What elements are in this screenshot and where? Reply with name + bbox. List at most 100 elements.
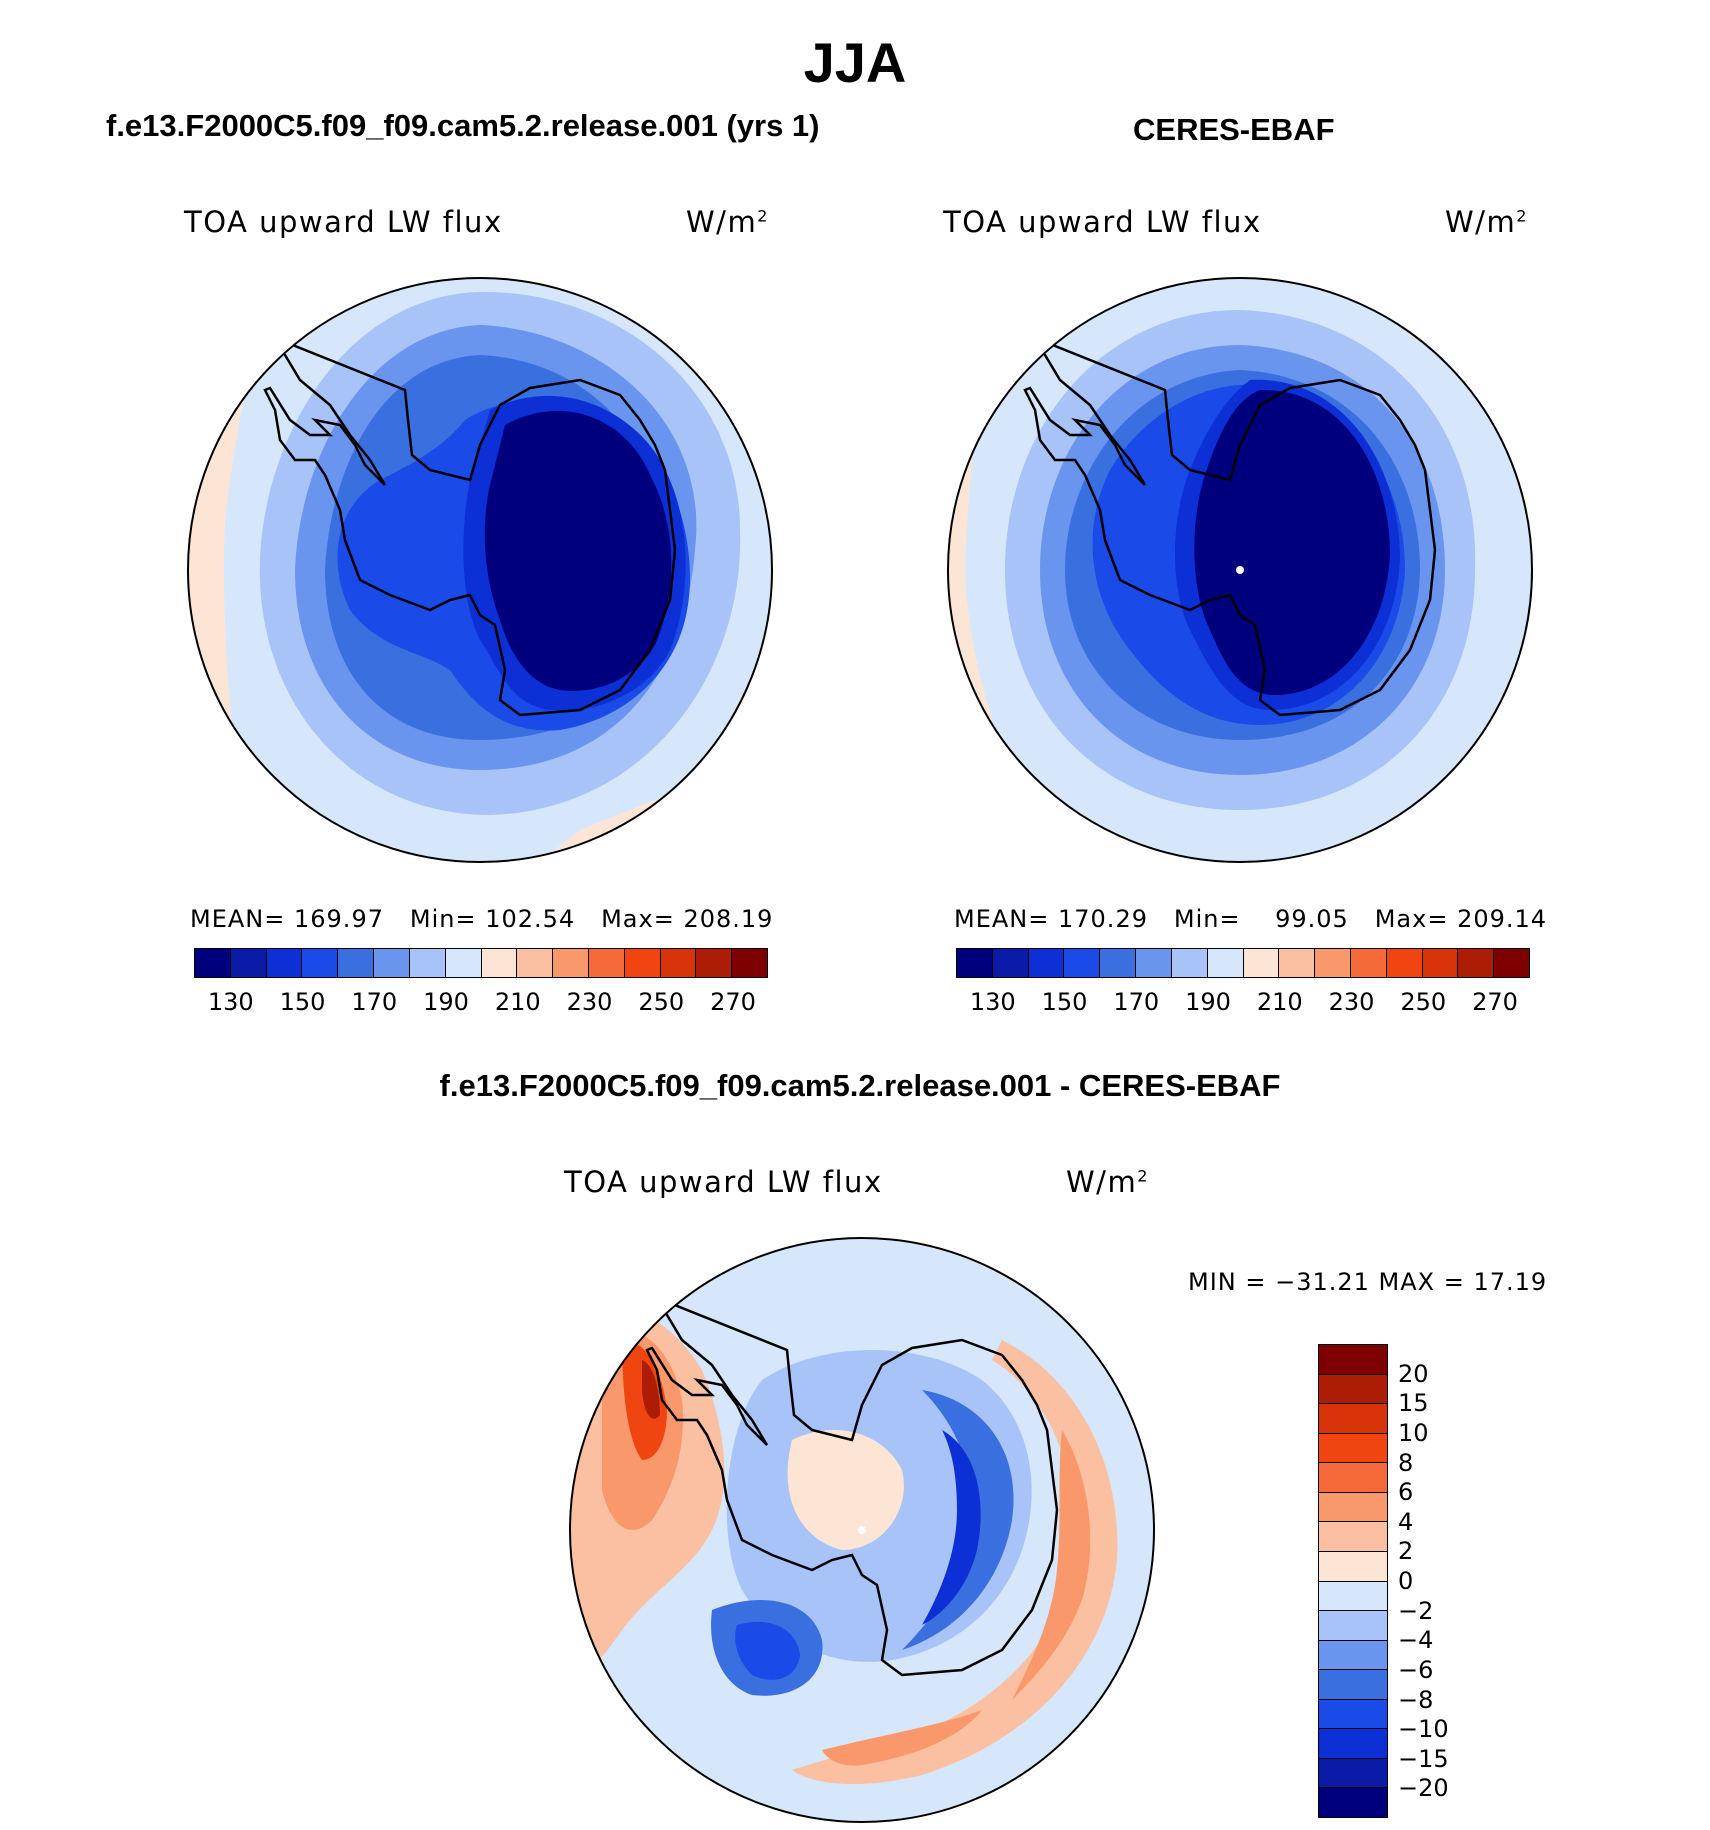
colorbar-swatch [1315,949,1351,977]
south-pole-marker [1236,566,1244,574]
colorbar-swatch [1319,1581,1387,1612]
diff-variable-label: TOA upward LW flux [564,1165,883,1199]
negative-anomaly-south-core [735,1621,800,1680]
colorbar-tick-label: −10 [1398,1715,1449,1744]
colorbar-swatch [481,949,518,977]
colorbar-swatch [338,949,375,977]
colorbar-swatch [1207,949,1244,977]
colorbar-tick-label: 270 [1472,988,1518,1016]
colorbar-tick-label: −15 [1398,1744,1449,1773]
south-pole-marker [858,1526,866,1534]
colorbar-tick-label: 20 [1398,1359,1429,1388]
colorbar-swatch [1458,949,1495,977]
colorbar-tick-label: 10 [1398,1418,1429,1447]
colorbar-tick-label: 230 [566,988,613,1016]
colorbar-tick-label: 230 [1328,988,1375,1016]
colorbar-swatch [1319,1345,1387,1375]
colorbar-swatch [195,949,231,977]
colorbar-swatch [1319,1699,1387,1730]
negative-anomaly-interior-max [922,1430,981,1625]
colorbar-tick-label: 190 [423,988,469,1016]
colorbar-tick-label: 2 [1398,1537,1414,1566]
colorbar-swatch [374,949,410,977]
colorbar-swatch [266,949,303,977]
colorbar-tick-label: 130 [969,988,1016,1016]
colorbar-tick-label: 0 [1398,1567,1414,1595]
colorbar-tick-label: 190 [1185,988,1231,1016]
panel1-units-label: W/m2 [686,205,769,239]
colorbar-swatch [732,949,767,977]
contour-band-130 [1194,389,1390,695]
diff-colorbar-ticks: 20 15 10 8 6 4 2 0 −2 −4 −6 −8 −10 −15 −20 [1398,1344,1518,1818]
colorbar-swatch [1422,949,1459,977]
colorbar-swatch [1319,1492,1387,1523]
panel2-polar-map [947,277,1533,863]
panel2-colorbar-ticks: 130 150 170 190 210 230 250 270 [956,988,1530,1018]
colorbar-swatch [992,949,1029,977]
antarctica-coastline [1023,338,1437,717]
colorbar-swatch [302,949,339,977]
antarctica-coastline [645,1298,1059,1677]
panel2-colorbar [956,948,1530,978]
panel1-polar-map [187,277,773,863]
colorbar-swatch [1386,949,1423,977]
colorbar-tick-label: 210 [1256,988,1303,1016]
colorbar-tick-label: 8 [1398,1448,1414,1477]
diff-colorbar [1318,1344,1388,1818]
negative-anomaly-interior-core [902,1390,1014,1650]
colorbar-swatch [1319,1640,1387,1671]
colorbar-swatch [1319,1551,1387,1582]
colorbar-swatch [696,949,733,977]
colorbar-swatch [660,949,697,977]
colorbar-swatch [1028,949,1065,977]
colorbar-swatch [957,949,993,977]
diff-units-label: W/m2 [1066,1165,1149,1199]
colorbar-tick-label: −6 [1398,1655,1434,1684]
panel2-units-label: W/m2 [1445,205,1528,239]
colorbar-swatch [1064,949,1101,977]
colorbar-swatch [1319,1463,1387,1493]
colorbar-tick-label: −2 [1398,1596,1434,1625]
colorbar-swatch [1319,1433,1387,1464]
colorbar-swatch [230,949,267,977]
colorbar-swatch [445,949,482,977]
colorbar-swatch [1319,1788,1387,1817]
colorbar-swatch [1494,949,1529,977]
colorbar-swatch [1319,1670,1387,1700]
colorbar-tick-label: 170 [1113,988,1160,1016]
diff-polar-map [569,1237,1155,1823]
colorbar-swatch [409,949,446,977]
colorbar-swatch [1279,949,1316,977]
positive-anomaly-ring-core-south [822,1710,982,1766]
map-boundary-circle [187,277,773,863]
contour-band-130 [484,410,672,691]
difference-title: f.e13.F2000C5.f09_f09.cam5.2.release.001… [439,1068,1281,1103]
colorbar-swatch [553,949,589,977]
panel1-colorbar [194,948,768,978]
colorbar-tick-label: 130 [207,988,254,1016]
colorbar-tick-label: −20 [1398,1774,1449,1803]
panel2-variable-label: TOA upward LW flux [943,205,1262,239]
figure-title: JJA [803,31,907,94]
colorbar-tick-label: 4 [1398,1507,1414,1536]
colorbar-swatch [1319,1611,1387,1641]
panel1-variable-label: TOA upward LW flux [184,205,503,239]
colorbar-swatch [624,949,661,977]
colorbar-swatch [1319,1374,1387,1405]
colorbar-tick-label: −8 [1398,1685,1434,1714]
colorbar-swatch [1136,949,1172,977]
panel2-stats: MEAN= 170.29 Min= 99.05 Max= 209.14 [954,905,1548,933]
colorbar-tick-label: −4 [1398,1626,1434,1655]
colorbar-tick-label: 270 [710,988,756,1016]
colorbar-tick-label: 150 [279,988,326,1016]
panel1-colorbar-ticks: 130 150 170 190 210 230 250 270 [194,988,768,1018]
colorbar-tick-label: 15 [1398,1389,1429,1418]
colorbar-swatch [1319,1404,1387,1434]
panel2-case-title: CERES-EBAF [1133,112,1335,147]
positive-anomaly-west-peak [642,1360,660,1419]
colorbar-tick-label: 150 [1041,988,1088,1016]
colorbar-tick-label: 250 [1400,988,1447,1016]
colorbar-tick-label: 6 [1398,1478,1414,1507]
colorbar-swatch [588,949,625,977]
colorbar-swatch [1100,949,1137,977]
